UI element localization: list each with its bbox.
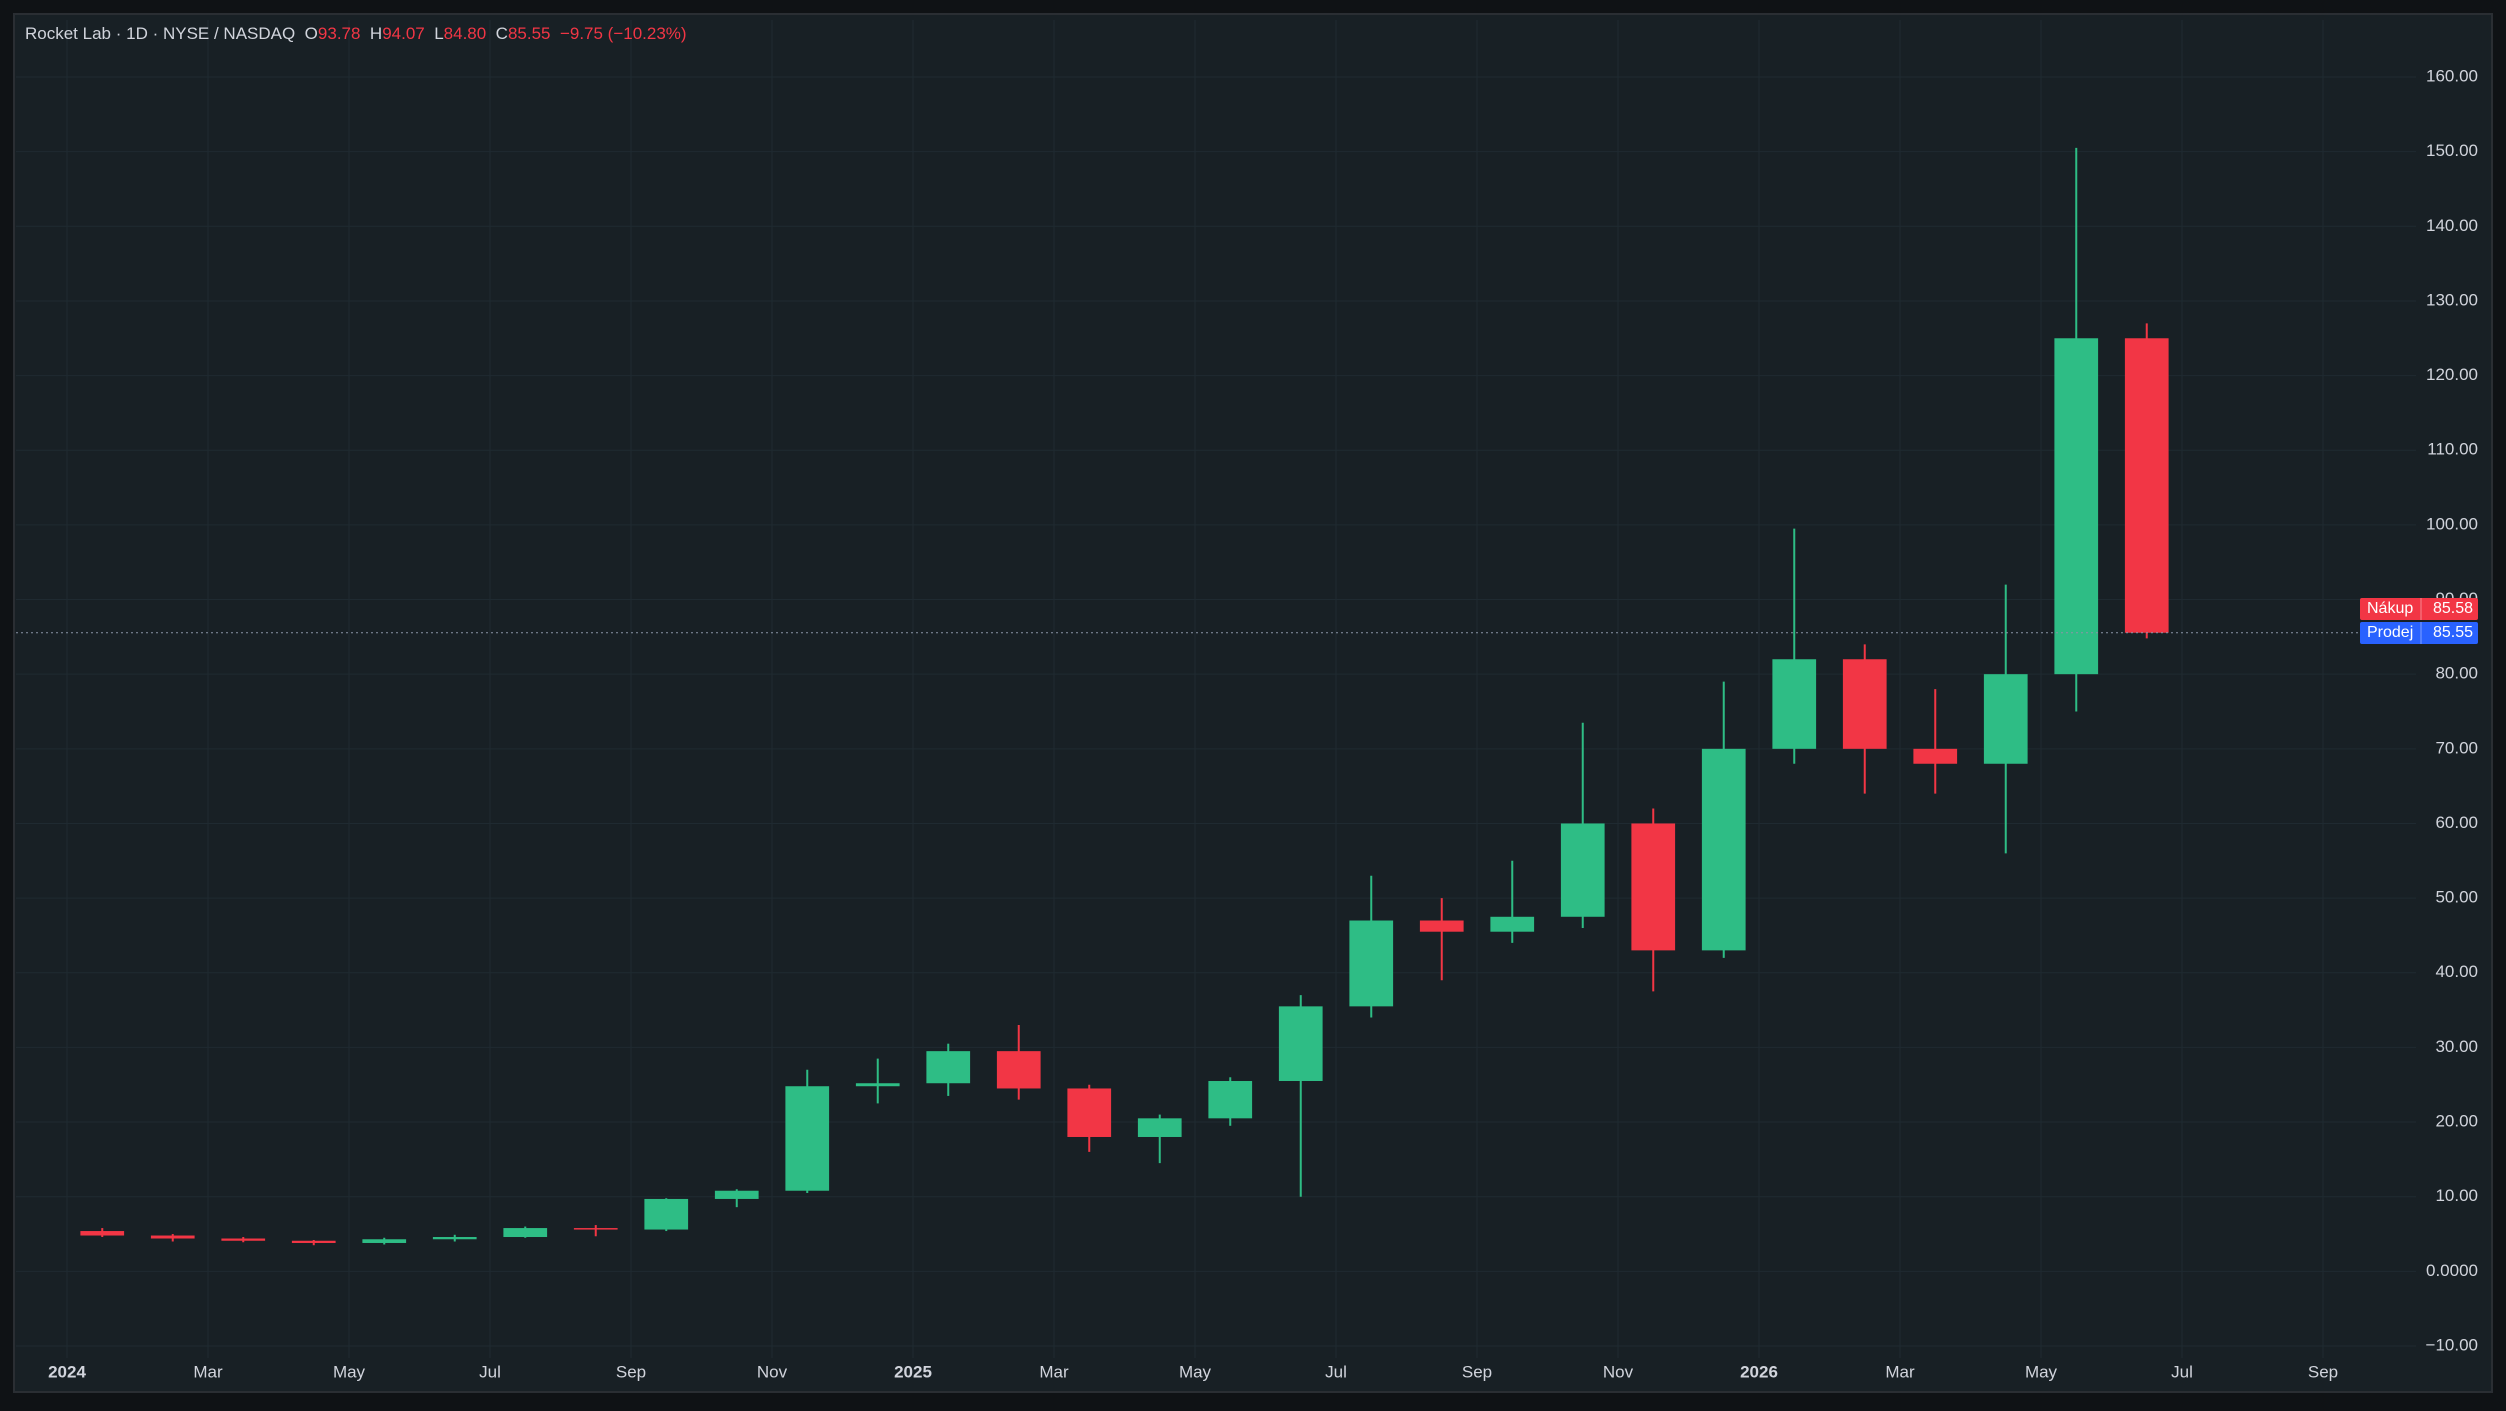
candle-body [1560, 823, 1605, 917]
x-tick-label: Jul [2171, 1362, 2193, 1381]
legend-header: Rocket Lab · 1D · NYSE / NASDAQ O93.78 H… [25, 24, 687, 43]
price-tag-value: 85.58 [2433, 600, 2473, 617]
candle-body [1913, 748, 1958, 764]
candle-body [291, 1240, 336, 1243]
y-tick-label: 100.00 [2426, 514, 2478, 533]
x-tick-label: May [333, 1362, 366, 1381]
price-tag-name: Nákup [2367, 600, 2413, 617]
candle-body [1490, 916, 1535, 932]
candle-body [1278, 1006, 1323, 1082]
interval: 1D [126, 24, 148, 43]
candle-body [1067, 1088, 1112, 1137]
y-tick-label: −10.00 [2426, 1335, 2478, 1354]
y-tick-label: 40.00 [2435, 962, 2478, 981]
x-tick-label: May [1179, 1362, 1212, 1381]
y-tick-label: 10.00 [2435, 1186, 2478, 1205]
price-tag [2360, 622, 2478, 644]
x-tick-label: Sep [1462, 1362, 1492, 1381]
ohlc-label: L [434, 24, 444, 43]
candle-body [785, 1086, 830, 1191]
candle-body [503, 1228, 548, 1238]
candle-body [1419, 920, 1464, 932]
x-tick-label: 2025 [894, 1362, 932, 1381]
x-tick-label: 2024 [48, 1362, 86, 1381]
ohlc-value: 85.55 [507, 24, 551, 43]
y-tick-label: 80.00 [2435, 664, 2478, 683]
x-tick-label: Sep [616, 1362, 646, 1381]
x-tick-label: 2026 [1740, 1362, 1778, 1381]
x-tick-label: Mar [193, 1362, 223, 1381]
ohlc-label: O [304, 24, 318, 43]
x-tick-label: Sep [2308, 1362, 2338, 1381]
price-tag-name: Prodej [2367, 624, 2413, 641]
ohlc-label: H [369, 24, 383, 43]
candle-body [855, 1083, 900, 1087]
candle-body [714, 1190, 759, 1199]
price-tag [2360, 598, 2478, 620]
y-tick-label: 50.00 [2435, 888, 2478, 907]
candle-body [644, 1198, 689, 1230]
candle-body [2054, 338, 2099, 675]
x-tick-label: May [2025, 1362, 2058, 1381]
y-tick-label: 130.00 [2426, 290, 2478, 309]
ohlc-value: 84.80 [443, 24, 487, 43]
x-tick-label: Jul [479, 1362, 501, 1381]
symbol: Rocket Lab [25, 24, 111, 43]
x-tick-label: Mar [1039, 1362, 1069, 1381]
y-tick-label: 20.00 [2435, 1112, 2478, 1131]
x-tick-label: Jul [1325, 1362, 1347, 1381]
y-tick-label: 0.0000 [2426, 1261, 2478, 1280]
candle-body [1772, 659, 1817, 749]
x-tick-label: Mar [1885, 1362, 1915, 1381]
ohlc-value: 94.07 [382, 24, 425, 43]
candle-body [996, 1051, 1041, 1089]
x-tick-label: Nov [757, 1362, 788, 1381]
candle-body [1208, 1081, 1253, 1119]
candle-body [432, 1237, 477, 1240]
change: −9.75 (−10.23%) [559, 24, 687, 43]
candle-body [1983, 674, 2028, 764]
y-tick-label: 160.00 [2426, 66, 2478, 85]
exchange: NYSE / NASDAQ [162, 24, 296, 43]
candle-body [80, 1231, 125, 1236]
y-tick-label: 60.00 [2435, 813, 2478, 832]
candle-body [1631, 823, 1676, 951]
y-tick-label: 110.00 [2427, 440, 2478, 459]
chart-frame [13, 13, 2493, 1393]
y-tick-label: 70.00 [2435, 738, 2478, 757]
y-tick-label: 120.00 [2426, 365, 2478, 384]
price-tag-value: 85.55 [2433, 624, 2473, 641]
candle-body [2124, 338, 2169, 633]
candle-body [1701, 748, 1746, 951]
y-tick-label: 140.00 [2426, 216, 2478, 235]
candle-body [221, 1238, 266, 1241]
y-tick-label: 150.00 [2426, 141, 2478, 160]
x-tick-label: Nov [1603, 1362, 1634, 1381]
candle-body [150, 1235, 195, 1239]
y-tick-label: 30.00 [2435, 1037, 2478, 1056]
candle-body [1137, 1118, 1182, 1137]
ohlc-value: 93.78 [317, 24, 361, 43]
candle-body [573, 1228, 618, 1230]
candle-body [362, 1239, 407, 1243]
candle-body [1842, 659, 1887, 749]
candle-body [926, 1051, 971, 1084]
ohlc-label: C [495, 24, 508, 43]
candle-body [1349, 920, 1394, 1007]
